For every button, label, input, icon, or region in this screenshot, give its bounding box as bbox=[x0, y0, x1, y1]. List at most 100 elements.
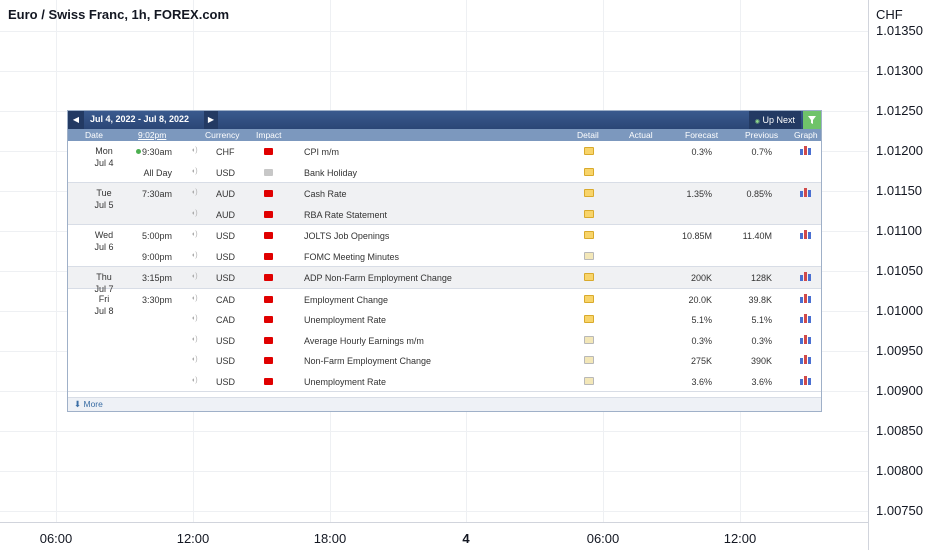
more-label: More bbox=[83, 399, 103, 409]
detail-folder-icon[interactable] bbox=[584, 294, 594, 303]
graph-icon[interactable] bbox=[800, 272, 811, 281]
day-group: Wed Jul 6 5:00pm ◖) USD JOLTS Job Openings 10.… bbox=[68, 225, 821, 267]
event-row[interactable]: ◖) AUD RBA Rate Statement bbox=[68, 204, 821, 225]
sound-icon[interactable]: ◖) bbox=[191, 167, 198, 175]
event-forecast: 10.85M bbox=[681, 231, 712, 241]
event-title[interactable]: Cash Rate bbox=[304, 189, 347, 199]
event-title[interactable]: Average Hourly Earnings m/m bbox=[304, 335, 424, 346]
price-tick-label: 1.01100 bbox=[876, 223, 923, 238]
time-tick-label: 06:00 bbox=[586, 531, 620, 546]
graph-icon[interactable] bbox=[800, 188, 811, 197]
grid-line bbox=[0, 31, 868, 32]
event-row[interactable]: 3:30pm ◖) CAD Employment Change 20.0K 39.8K bbox=[68, 289, 821, 310]
sound-icon[interactable]: ◖) bbox=[191, 273, 198, 280]
event-currency: CAD bbox=[216, 315, 236, 325]
graph-icon[interactable] bbox=[800, 375, 811, 385]
event-row[interactable]: 5:00pm ◖) USD JOLTS Job Openings 10.85M 11.40… bbox=[68, 225, 821, 246]
graph-icon[interactable] bbox=[800, 293, 811, 303]
event-title[interactable]: Unemployment Rate bbox=[304, 315, 387, 325]
graph-icon[interactable] bbox=[800, 314, 811, 323]
event-currency: USD bbox=[216, 167, 236, 178]
graph-icon[interactable] bbox=[800, 230, 811, 239]
event-title[interactable]: Employment Change bbox=[304, 294, 389, 305]
event-title[interactable]: RBA Rate Statement bbox=[304, 209, 388, 220]
detail-folder-icon[interactable] bbox=[584, 356, 594, 364]
detail-folder-icon[interactable] bbox=[584, 251, 594, 260]
up-next-button[interactable]: ◉ Up Next bbox=[748, 111, 801, 129]
detail-folder-icon[interactable] bbox=[584, 189, 594, 197]
event-currency: CHF bbox=[216, 147, 235, 157]
detail-folder-icon[interactable] bbox=[584, 273, 594, 281]
day-label: Mon Jul 4 bbox=[86, 145, 122, 169]
event-row[interactable]: 9:00pm ◖) USD FOMC Meeting Minutes bbox=[68, 246, 821, 267]
graph-icon[interactable] bbox=[800, 146, 811, 155]
sound-icon[interactable]: ◖) bbox=[191, 189, 198, 196]
col-time[interactable]: 9:02pm bbox=[138, 130, 167, 140]
event-row[interactable]: 3:15pm ◖) USD ADP Non-Farm Employment Chang… bbox=[68, 267, 821, 288]
col-detail: Detail bbox=[577, 130, 599, 140]
price-axis-currency: CHF bbox=[876, 7, 903, 22]
upcoming-indicator-icon bbox=[136, 149, 141, 154]
event-row[interactable]: 7:30am ◖) AUD Cash Rate 1.35% 0.85% bbox=[68, 183, 821, 204]
sound-icon[interactable]: ◖) bbox=[191, 231, 198, 238]
graph-icon[interactable] bbox=[800, 355, 811, 364]
event-title[interactable]: JOLTS Job Openings bbox=[304, 231, 390, 241]
high-impact-icon bbox=[264, 377, 273, 385]
sound-icon[interactable]: ◖) bbox=[191, 294, 198, 302]
col-graph: Graph bbox=[794, 130, 818, 140]
price-axis[interactable] bbox=[868, 0, 932, 550]
event-title[interactable]: Non-Farm Employment Change bbox=[304, 356, 432, 366]
filter-icon[interactable] bbox=[803, 111, 821, 129]
price-tick-label: 1.00900 bbox=[876, 383, 923, 398]
event-previous: 0.7% bbox=[751, 147, 772, 157]
event-row[interactable]: ◖) USD Unemployment Rate 3.6% 3.6% bbox=[68, 371, 821, 392]
event-title[interactable]: Unemployment Rate bbox=[304, 376, 387, 387]
sound-icon[interactable]: ◖) bbox=[191, 251, 198, 259]
high-impact-icon bbox=[264, 210, 273, 218]
date-range-label: Jul 4, 2022 - Jul 8, 2022 bbox=[90, 114, 190, 124]
event-row[interactable]: ◖) CAD Unemployment Rate 5.1% 5.1% bbox=[68, 309, 821, 330]
event-row[interactable]: 9:30am ◖) CHF CPI m/m 0.3% 0.7% bbox=[68, 141, 821, 162]
detail-folder-icon[interactable] bbox=[584, 231, 594, 239]
event-row[interactable]: ◖) USD Average Hourly Earnings m/m 0.3% 0.3% bbox=[68, 330, 821, 351]
event-currency: CAD bbox=[216, 294, 236, 305]
day-of-week: Wed bbox=[94, 230, 114, 240]
day-label: Tue Jul 5 bbox=[86, 187, 122, 211]
event-title[interactable]: CPI m/m bbox=[304, 147, 339, 157]
prev-week-button[interactable]: ◀ bbox=[68, 111, 84, 129]
day-date: Jul 8 bbox=[94, 305, 114, 316]
day-label: Thu Jul 7 bbox=[86, 271, 122, 295]
detail-folder-icon[interactable] bbox=[584, 167, 594, 176]
sound-icon[interactable]: ◖) bbox=[191, 335, 198, 343]
sound-icon[interactable]: ◖) bbox=[191, 376, 198, 384]
event-previous: 11.40M bbox=[742, 231, 772, 241]
sound-icon[interactable]: ◖) bbox=[191, 315, 198, 322]
detail-folder-icon[interactable] bbox=[584, 209, 594, 218]
event-row[interactable]: All Day ◖) USD Bank Holiday bbox=[68, 162, 821, 183]
detail-folder-icon[interactable] bbox=[584, 147, 594, 155]
event-title[interactable]: FOMC Meeting Minutes bbox=[304, 251, 400, 262]
event-title[interactable]: ADP Non-Farm Employment Change bbox=[304, 273, 452, 283]
col-currency: Currency bbox=[205, 130, 240, 140]
time-tick-label: 18:00 bbox=[313, 531, 347, 546]
event-row[interactable]: ◖) USD Non-Farm Employment Change 275K 390K bbox=[68, 350, 821, 371]
event-time: 3:15pm bbox=[141, 273, 172, 283]
chart-title: Euro / Swiss Franc, 1h, FOREX.com bbox=[8, 7, 230, 22]
sound-icon[interactable]: ◖) bbox=[191, 209, 198, 217]
detail-folder-icon[interactable] bbox=[584, 335, 594, 344]
sound-icon[interactable]: ◖) bbox=[191, 147, 198, 154]
day-group: Thu Jul 7 3:15pm ◖) USD ADP Non-Farm Employme… bbox=[68, 267, 821, 294]
graph-icon[interactable] bbox=[800, 334, 811, 344]
more-link[interactable]: ⬇ More bbox=[68, 397, 821, 411]
time-axis[interactable] bbox=[0, 522, 868, 550]
event-currency: USD bbox=[216, 231, 236, 241]
detail-folder-icon[interactable] bbox=[584, 315, 594, 323]
sound-icon[interactable]: ◖) bbox=[191, 356, 198, 363]
event-previous: 39.8K bbox=[748, 294, 772, 305]
col-date: Date bbox=[85, 130, 103, 140]
event-title[interactable]: Bank Holiday bbox=[304, 167, 358, 178]
next-week-button[interactable]: ▶ bbox=[204, 111, 218, 129]
day-group: Fri Jul 8 3:30pm ◖) CAD Employment Change 20.0… bbox=[68, 289, 821, 392]
high-impact-icon bbox=[264, 252, 273, 260]
detail-folder-icon[interactable] bbox=[584, 376, 594, 385]
